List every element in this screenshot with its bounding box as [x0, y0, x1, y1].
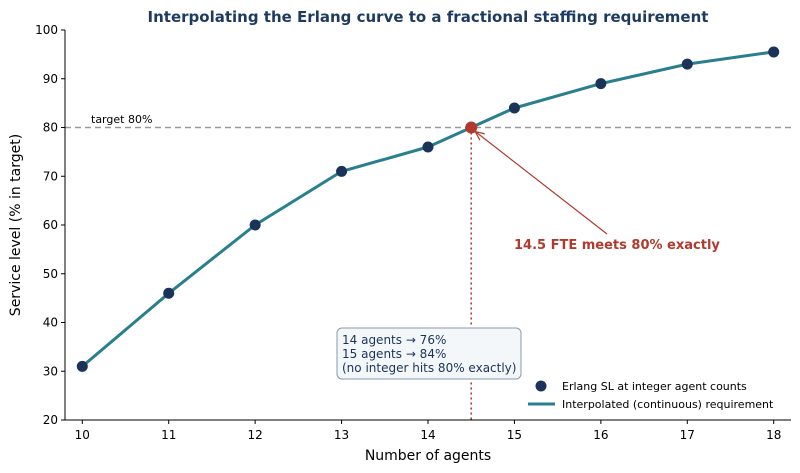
legend-label-scatter: Erlang SL at integer agent counts: [562, 380, 747, 393]
series-line-interpolated: [81, 50, 774, 368]
x-tick-label: 12: [248, 428, 263, 442]
y-tick-label: 90: [43, 72, 58, 86]
y-tick-label: 80: [43, 121, 58, 135]
scatter-point: [249, 219, 261, 231]
note-box: 14 agents → 76% 15 agents → 84% (no inte…: [336, 327, 522, 380]
x-tick-label: 15: [507, 428, 522, 442]
x-tick-label: 14: [420, 428, 435, 442]
note-line-1: 14 agents → 76%: [342, 333, 446, 347]
y-tick-label: 40: [43, 316, 58, 330]
x-tick-label: 11: [161, 428, 176, 442]
x-tick-label: 10: [75, 428, 90, 442]
fractional-annotation: 14.5 FTE meets 80% exactly: [514, 238, 720, 253]
scatter-point: [508, 102, 520, 114]
legend-label-line: Interpolated (continuous) requirement: [562, 398, 774, 411]
y-tick-label: 60: [43, 218, 58, 232]
x-tick-label: 18: [766, 428, 781, 442]
note-line-2: 15 agents → 84%: [342, 347, 446, 361]
annotation-arrow: [474, 131, 608, 235]
scatter-point: [422, 141, 434, 153]
legend-marker-scatter: [535, 380, 547, 392]
scatter-point: [163, 287, 175, 299]
annotation-arrowhead: [474, 130, 485, 141]
scatter-point: [336, 165, 348, 177]
scatter-point: [768, 46, 780, 58]
scatter-point: [595, 78, 607, 90]
fractional-point: [465, 121, 478, 134]
y-tick-label: 100: [35, 23, 58, 37]
note-line-3: (no integer hits 80% exactly): [342, 361, 516, 375]
x-tick-label: 17: [680, 428, 695, 442]
x-tick-label: 13: [334, 428, 349, 442]
target-label: target 80%: [91, 113, 152, 126]
legend: Erlang SL at integer agent counts Interp…: [528, 380, 774, 411]
x-tick-label: 16: [593, 428, 608, 442]
y-axis-label: Service level (% in target): [8, 134, 24, 316]
y-tick-label: 20: [43, 413, 58, 427]
scatter-point: [76, 360, 88, 372]
scatter-point: [681, 58, 693, 70]
y-tick-label: 70: [43, 169, 58, 183]
chart-title: Interpolating the Erlang curve to a frac…: [148, 8, 709, 26]
y-tick-label: 30: [43, 364, 58, 378]
x-axis-label: Number of agents: [365, 448, 491, 464]
y-tick-label: 50: [43, 267, 58, 281]
note-box-frame: [336, 327, 522, 380]
